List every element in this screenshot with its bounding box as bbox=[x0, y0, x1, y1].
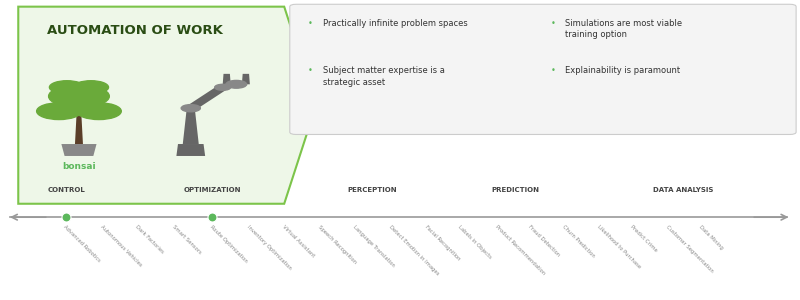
Polygon shape bbox=[176, 144, 205, 156]
Polygon shape bbox=[222, 74, 230, 84]
Text: Subject matter expertise is a
strategic asset: Subject matter expertise is a strategic … bbox=[322, 66, 445, 87]
Polygon shape bbox=[242, 74, 250, 84]
Polygon shape bbox=[186, 86, 228, 110]
Text: Speech Recognition: Speech Recognition bbox=[317, 225, 357, 265]
Text: •: • bbox=[308, 19, 313, 28]
Text: Labels in Objects: Labels in Objects bbox=[457, 225, 493, 260]
Text: Simulations are most viable
training option: Simulations are most viable training opt… bbox=[566, 19, 682, 39]
Text: OPTIMIZATION: OPTIMIZATION bbox=[183, 187, 241, 193]
Text: Product Recommendation: Product Recommendation bbox=[494, 225, 546, 276]
Text: Data Mining: Data Mining bbox=[698, 225, 725, 251]
FancyBboxPatch shape bbox=[290, 4, 796, 134]
Text: Route Optimization: Route Optimization bbox=[209, 225, 248, 264]
Circle shape bbox=[50, 81, 85, 94]
Circle shape bbox=[181, 105, 200, 112]
Polygon shape bbox=[18, 7, 316, 204]
Circle shape bbox=[77, 103, 122, 119]
Text: Virtual Assistant: Virtual Assistant bbox=[282, 225, 316, 259]
Circle shape bbox=[226, 80, 246, 88]
Text: Language Translation: Language Translation bbox=[352, 225, 395, 268]
Text: DATA ANALYSIS: DATA ANALYSIS bbox=[654, 187, 714, 193]
Text: Inventory Optimization: Inventory Optimization bbox=[246, 225, 293, 271]
Text: •: • bbox=[308, 66, 313, 75]
Text: Churn Prediction: Churn Prediction bbox=[561, 225, 595, 259]
Polygon shape bbox=[182, 108, 198, 144]
Text: Explainability is paramount: Explainability is paramount bbox=[566, 66, 681, 75]
Circle shape bbox=[214, 84, 230, 90]
Text: Customer Segmentation: Customer Segmentation bbox=[665, 225, 714, 274]
Text: AUTOMATION OF WORK: AUTOMATION OF WORK bbox=[47, 24, 223, 37]
Text: PREDICTION: PREDICTION bbox=[492, 187, 540, 193]
Text: Detect Emotion in Images: Detect Emotion in Images bbox=[389, 225, 441, 277]
Circle shape bbox=[37, 103, 82, 119]
Text: •: • bbox=[551, 19, 556, 28]
Text: PERCEPTION: PERCEPTION bbox=[347, 187, 397, 193]
Polygon shape bbox=[62, 144, 97, 156]
Text: •: • bbox=[551, 66, 556, 75]
Text: Smart Sensors: Smart Sensors bbox=[171, 225, 202, 256]
Polygon shape bbox=[75, 114, 83, 144]
Text: Likelihood to Purchase: Likelihood to Purchase bbox=[596, 225, 642, 270]
Text: Practically infinite problem spaces: Practically infinite problem spaces bbox=[322, 19, 467, 28]
Text: Autonomous Vehicles: Autonomous Vehicles bbox=[99, 225, 143, 268]
Circle shape bbox=[49, 85, 110, 108]
Circle shape bbox=[74, 81, 109, 94]
Text: Dark Factories: Dark Factories bbox=[134, 225, 165, 255]
Text: CONTROL: CONTROL bbox=[47, 187, 85, 193]
Text: bonsai: bonsai bbox=[62, 162, 96, 171]
Text: Advanced Robotics: Advanced Robotics bbox=[62, 225, 102, 263]
Text: Facial Recognition: Facial Recognition bbox=[424, 225, 461, 262]
Text: Predict Crime: Predict Crime bbox=[630, 225, 658, 253]
Text: Fraud Detection: Fraud Detection bbox=[527, 225, 561, 258]
